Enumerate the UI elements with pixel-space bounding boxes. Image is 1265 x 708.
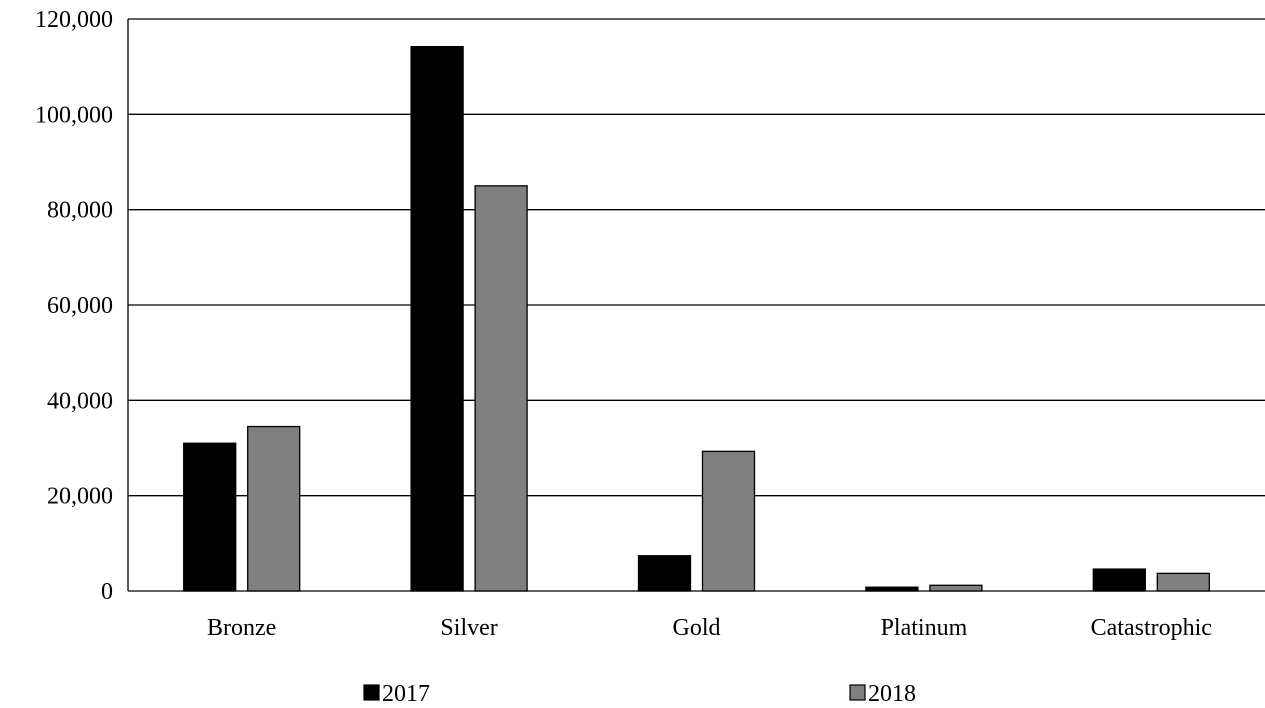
y-tick-label: 100,000 <box>35 102 113 128</box>
y-axis-tick-labels: 0 20,000 40,000 60,000 80,000 100,000 120,000 <box>35 7 113 605</box>
bar-2018-catastrophic <box>1156 572 1210 592</box>
x-category-label: Gold <box>673 615 721 641</box>
bar-2017-gold <box>637 555 692 592</box>
x-axis-category-labels: Bronze Silver Gold Platinum Catastrophic <box>207 615 1212 641</box>
bar-2018-bronze <box>247 425 301 592</box>
x-category-label: Platinum <box>881 615 968 641</box>
bar-2018-silver <box>474 185 528 592</box>
bar-2018-platinum <box>929 584 983 592</box>
legend-label: 2018 <box>868 681 916 707</box>
x-category-label: Bronze <box>207 615 276 641</box>
legend-swatch-2017 <box>363 684 380 701</box>
y-tick-label: 80,000 <box>47 198 113 224</box>
legend-swatch-2018 <box>849 684 866 701</box>
bar-2017-silver <box>410 45 464 592</box>
bar-2017-catastrophic <box>1092 568 1146 592</box>
x-category-label: Silver <box>440 615 497 641</box>
bar-2018-gold <box>701 450 756 592</box>
bar-2017-platinum <box>865 586 919 592</box>
bars <box>183 45 1210 592</box>
legend: 2017 2018 <box>363 681 916 707</box>
gridlines <box>127 18 1265 592</box>
y-tick-label: 120,000 <box>35 7 113 33</box>
bar-2017-bronze <box>183 442 237 592</box>
y-tick-label: 40,000 <box>47 388 113 414</box>
y-tick-label: 60,000 <box>47 293 113 319</box>
legend-label: 2017 <box>382 681 430 707</box>
y-tick-label: 0 <box>101 579 113 605</box>
y-tick-label: 20,000 <box>47 484 113 510</box>
x-category-label: Catastrophic <box>1091 615 1212 641</box>
